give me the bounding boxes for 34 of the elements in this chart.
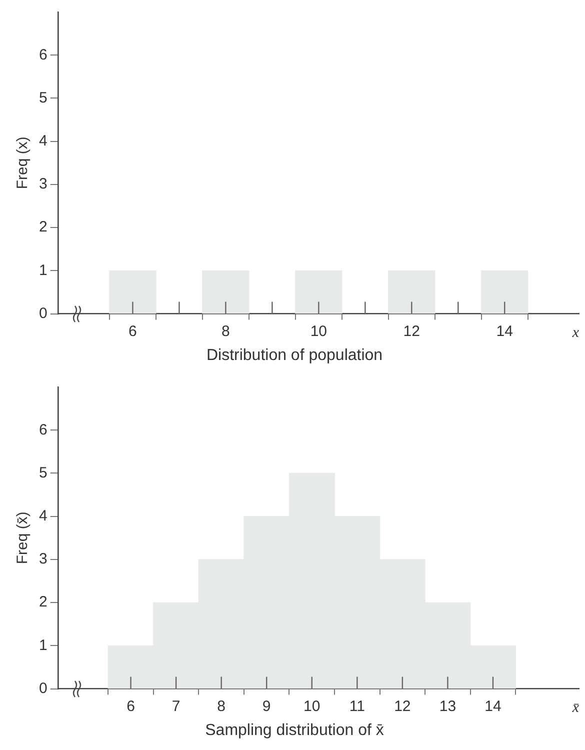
y-tick-label: 1	[39, 636, 48, 654]
x-tick-label: 9	[262, 698, 271, 715]
x-tick-label: 12	[394, 698, 411, 715]
text: Sampling distribution of x̄	[205, 722, 384, 739]
x-axis-title: x̄	[571, 700, 580, 716]
y-tick-label: 2	[39, 594, 48, 611]
y-tick-label: 3	[39, 550, 48, 568]
y-tick-label: 4	[39, 507, 48, 524]
y-tick-label: 6	[39, 46, 48, 64]
x-tick-label: 10	[304, 698, 320, 715]
text: Distribution of population	[206, 346, 383, 364]
x-axis-title: x	[571, 325, 580, 342]
y-tick-label: 3	[39, 176, 48, 193]
y-tick-label: 6	[39, 421, 48, 438]
x-tick-label: 6	[126, 698, 135, 715]
x-tick-label: 13	[439, 698, 456, 715]
x-tick-label: 8	[222, 322, 230, 340]
x-tick-label: 12	[403, 322, 420, 340]
y-tick-label: 0	[39, 680, 48, 697]
x-tick-label: 10	[310, 322, 328, 340]
y-tick-label: 0	[39, 304, 48, 322]
x-tick-label: 7	[172, 698, 180, 715]
x-tick-label: 6	[128, 322, 137, 340]
y-tick-label: 5	[39, 464, 48, 482]
y-axis-title: Freq (x̄)	[14, 512, 32, 564]
x-tick-label: 11	[349, 698, 365, 715]
y-tick-label: 5	[39, 89, 48, 106]
y-tick-label: 1	[39, 262, 48, 279]
y-tick-label: 2	[39, 218, 48, 236]
x-tick-label: 14	[496, 322, 513, 340]
y-tick-label: 4	[39, 132, 48, 150]
x-tick-label: 14	[484, 698, 502, 715]
x-tick-label: 8	[217, 698, 226, 715]
y-axis-title: Freq (x)	[14, 136, 32, 190]
